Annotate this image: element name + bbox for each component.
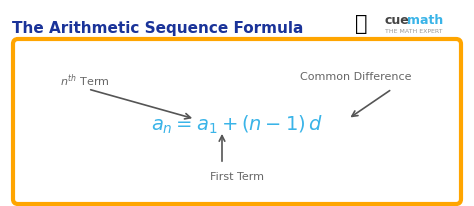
Text: THE MATH EXPERT: THE MATH EXPERT: [385, 29, 443, 34]
FancyBboxPatch shape: [13, 40, 461, 204]
Text: The Arithmetic Sequence Formula: The Arithmetic Sequence Formula: [12, 20, 303, 35]
Text: $n^{th}$ Term: $n^{th}$ Term: [60, 72, 109, 88]
Text: First Term: First Term: [210, 171, 264, 181]
Text: math: math: [407, 14, 443, 27]
Text: 🚀: 🚀: [355, 14, 367, 34]
Text: $a_n = a_1 + (n - 1)\,d$: $a_n = a_1 + (n - 1)\,d$: [151, 113, 323, 136]
Text: Common Difference: Common Difference: [300, 72, 411, 82]
Text: cue: cue: [385, 14, 410, 27]
